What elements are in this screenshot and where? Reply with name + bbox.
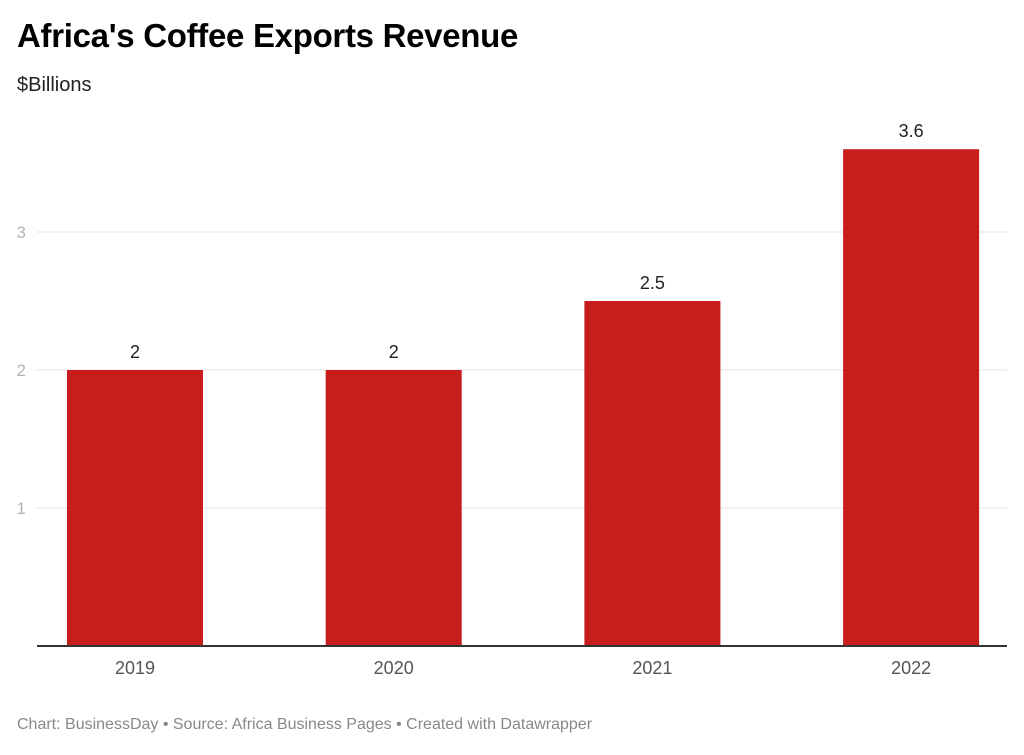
bar-2019 xyxy=(67,370,203,646)
y-tick-label: 3 xyxy=(17,223,26,242)
bar-2020 xyxy=(325,370,462,646)
chart-footer: Chart: BusinessDay • Source: Africa Busi… xyxy=(17,716,593,733)
x-tick-label: 2020 xyxy=(374,658,414,678)
axes: 2019 2020 2021 2022 xyxy=(37,645,1007,678)
value-label: 2 xyxy=(389,342,399,362)
value-label: 2.5 xyxy=(640,273,665,293)
bar-2022 xyxy=(843,149,980,646)
x-tick-label: 2022 xyxy=(891,658,931,678)
bar-2021 xyxy=(584,301,721,646)
y-tick-label: 1 xyxy=(17,499,26,518)
chart-subtitle: $Billions xyxy=(17,74,92,96)
value-label: 3.6 xyxy=(899,121,924,141)
value-labels: 2 2 2.5 3.6 xyxy=(130,121,924,362)
x-tick-label: 2019 xyxy=(115,658,155,678)
x-tick-label: 2021 xyxy=(632,658,672,678)
value-label: 2 xyxy=(130,342,140,362)
bars xyxy=(67,149,980,646)
chart-title: Africa's Coffee Exports Revenue xyxy=(17,17,519,54)
y-tick-label: 2 xyxy=(17,361,26,380)
